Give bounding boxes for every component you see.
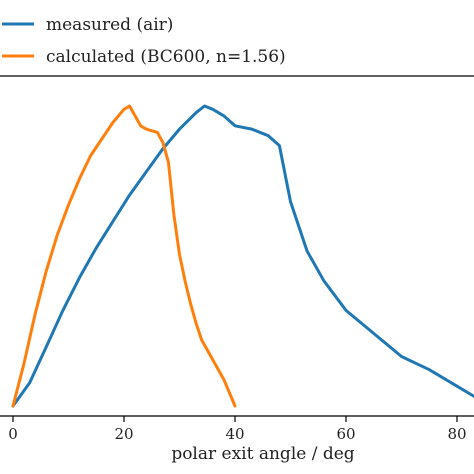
series-lines	[11, 104, 474, 408]
x-axis-label: polar exit angle / deg	[171, 444, 354, 464]
x-ticks: 0 20 40 60 80	[8, 416, 467, 443]
plot-frame	[0, 75, 474, 417]
legend-label-measured: measured (air)	[46, 15, 173, 35]
series-line-measured	[11, 104, 474, 408]
x-tick-label: 80	[447, 425, 466, 443]
x-tick-label: 20	[114, 425, 133, 443]
legend-label-calculated: calculated (BC600, n=1.56)	[46, 47, 286, 67]
x-tick-label: 40	[225, 425, 244, 443]
legend: measured (air) calculated (BC600, n=1.56…	[0, 0, 474, 77]
series-line-calculated	[11, 104, 237, 408]
x-tick-label: 60	[336, 425, 355, 443]
x-tick-label: 0	[8, 425, 18, 443]
